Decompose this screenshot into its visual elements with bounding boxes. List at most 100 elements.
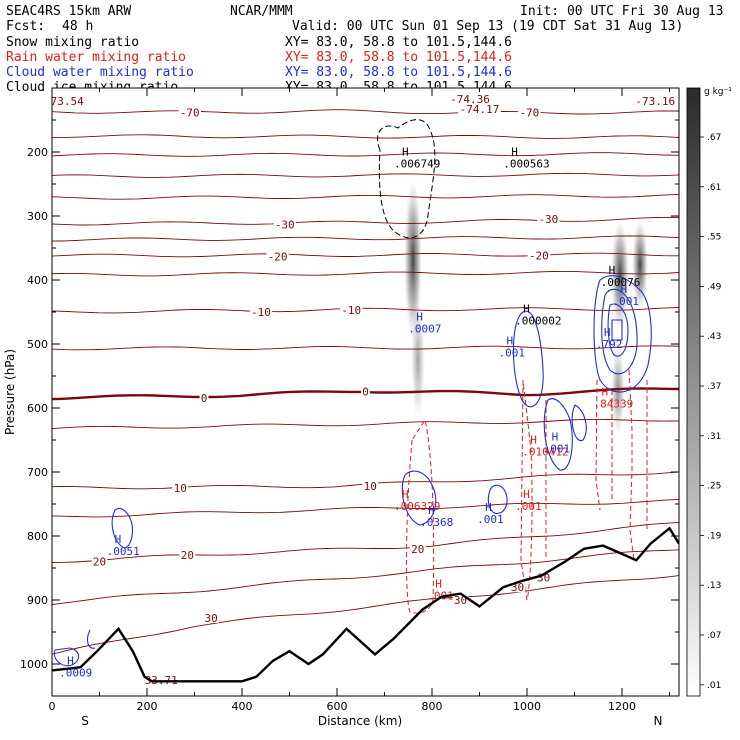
org-title: NCAR/MMM [230,4,293,19]
extremum-marker: H [604,326,611,339]
isotherm-line [52,522,679,563]
snow-shading [404,180,648,435]
extremum-value: .84339 [594,398,634,411]
extremum-marker: H [435,578,442,591]
isotherm-label-bg [91,555,108,567]
isotherm-label-bg [266,250,289,262]
extremum-marker: H [115,533,122,546]
isotherm-label-bg [172,482,189,493]
cloud-contour-6 [607,303,629,357]
extremum-value: .00076 [601,276,641,289]
isotherm-label-bg [518,106,541,118]
cloudwater-contours [53,275,652,667]
isotherm-label-bg [527,249,551,261]
extremum-value: .001 [477,513,504,526]
extremum-value: .0368 [420,516,453,529]
extremum-marker: H [416,311,423,324]
extremum-value: .001 [544,442,571,455]
extremum-marker: H [523,488,530,501]
isotherm-label: -70 [519,106,539,119]
isotherm-label: 10 [174,482,187,495]
colorbar-label: .31 [707,432,721,442]
isotherm-label: 20 [181,549,194,562]
isotherm-line [52,152,679,157]
terrain-profile [52,526,679,683]
field-rain-xy: XY= 83.0, 58.8 to 101.5,144.6 [285,50,512,65]
colorbar-label: .67 [707,133,721,143]
plot-frame [51,87,680,697]
isotherm-label-bg [179,549,196,561]
isotherm-line [52,270,679,277]
cloud-contour-8 [401,470,437,526]
colorbar-label: .61 [707,183,721,193]
snow-plume-1 [404,180,422,340]
extremum-value: .001 [613,295,640,308]
isotherm-label-bg [361,385,370,397]
fcst-label: Fcst: [6,19,45,34]
isotherm-label: 0 [362,385,369,398]
model-title: SEAC4RS 15km ARW [6,4,131,19]
valid-time: Valid: 00 UTC Sun 01 Sep 13 (19 CDT Sat … [292,19,683,34]
isotherm-line [52,418,679,430]
y-tick-label: 500 [27,338,48,351]
isotherm-label-bg [203,611,219,623]
cloud-contour-9 [487,484,508,514]
extremum-marker: H [402,488,409,501]
isotherm-line [52,172,679,178]
colorbar [686,87,701,697]
isotherm-label: -73.16 [635,95,675,108]
rain-contour-6 [628,369,635,561]
y-tick-label: 200 [27,146,48,159]
isotherm-line [52,575,679,655]
extremum-marker: H [602,386,609,399]
extremum-value: .000002 [515,314,561,327]
isotherm-label: -20 [529,250,549,263]
extremum-value: .000563 [503,158,549,171]
isotherm-label-bg [535,571,552,583]
isotherm-label-bg [448,92,492,104]
extremum-marker: H [511,146,518,159]
x-tick-label: 400 [232,700,253,713]
isotherm-label-bg [458,103,501,115]
isotherm-line [52,549,679,605]
field-snow-name: Snow mixing ratio [6,35,139,50]
extremum-value: .001 [499,346,526,359]
extremum-marker: H [67,654,74,667]
isotherm-label: 20 [93,556,106,569]
extremum-marker: H [530,434,537,447]
cloud-contour-3 [571,404,587,442]
isotherm-line [52,109,679,115]
colorbar-labels: .67 .61 .55 .49 .43 .37 .31 .25 .19 .13 .07 .01 [700,133,722,691]
extremum-marker: H [523,302,530,315]
extremum-value: .006329 [394,500,440,513]
isotherm-label: -30 [538,213,558,226]
isotherm-label: -20 [268,250,288,263]
extremum-marker: H [485,501,492,514]
isotherm-label-bg [409,542,426,554]
y-tick-label: 300 [27,210,48,223]
y-tick-label: 1000 [20,658,48,671]
isotherm-line [52,307,679,314]
x-tick-label: 0 [49,700,56,713]
fcst-value: 48 h [62,19,93,34]
colorbar-label: .37 [707,382,721,392]
isotherm-label: -30 [275,218,295,231]
y-tick-label: 700 [27,466,48,479]
y-tick-label: 900 [27,594,48,607]
isotherm-line [52,193,679,200]
isotherm-label: 10 [364,480,377,493]
isotherm-line [52,498,679,518]
y-tick-label: 400 [27,274,48,287]
extremum-marker: H [402,146,409,159]
init-time: Init: 00 UTC Fri 30 Aug 13 [520,4,724,19]
colorbar-label: .19 [707,531,722,541]
colorbar-label: .25 [707,482,721,492]
isotherm-label-bg [273,218,296,230]
isotherm-label: -74.36 [450,93,490,106]
y-tick-label: 800 [27,530,48,543]
isotherm-label-bg [199,391,209,403]
colorbar-label: .13 [707,581,721,591]
isotherm-label-bg [249,306,273,317]
isotherm-label: -10 [251,306,271,319]
